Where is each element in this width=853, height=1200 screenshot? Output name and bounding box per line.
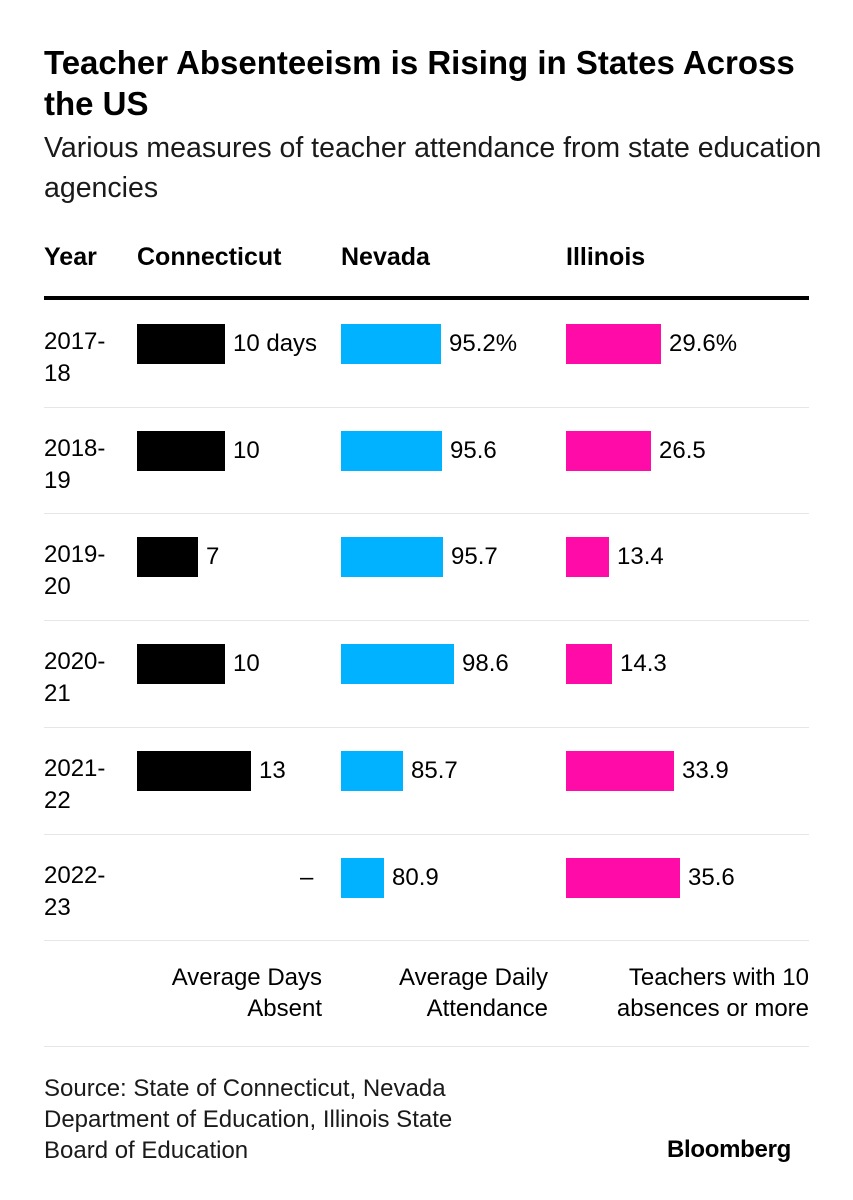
- value-connecticut: 13: [259, 756, 286, 784]
- bar-connecticut: [137, 750, 251, 791]
- bloomberg-logo: Bloomberg: [667, 1136, 791, 1163]
- value-illinois: 26.5: [659, 436, 706, 464]
- bar-connecticut: [137, 644, 225, 685]
- chart-title: Teacher Absenteeism is Rising in States …: [44, 44, 795, 122]
- value-nevada: 80.9: [392, 863, 439, 891]
- source-note: Source: State of Connecticut, Nevada Dep…: [44, 1075, 453, 1164]
- year-label: 2019- 20: [44, 541, 106, 601]
- value-connecticut: 10: [233, 650, 260, 678]
- footer-illinois: Teachers with 10 absences or more: [616, 964, 809, 1022]
- bar-illinois: [566, 857, 680, 898]
- value-nevada: 98.6: [462, 650, 509, 678]
- header-rule: [44, 296, 809, 300]
- value-nevada: 95.7: [451, 543, 498, 571]
- bar-connecticut: [137, 430, 225, 471]
- value-nevada: 85.7: [411, 756, 458, 784]
- footer-nevada: Average Daily Attendance: [399, 964, 548, 1022]
- year-label: 2017- 18: [44, 328, 106, 387]
- year-label: 2018- 19: [44, 434, 106, 494]
- value-illinois: 14.3: [620, 650, 667, 678]
- value-nevada: 95.2%: [449, 330, 518, 357]
- row-divider: [44, 620, 809, 621]
- year-label: 2022- 23: [44, 861, 106, 921]
- bar-illinois: [566, 644, 612, 685]
- value-connecticut: 10 days: [233, 330, 318, 357]
- value-illinois: 29.6%: [669, 330, 738, 357]
- value-nevada: 95.6: [450, 436, 497, 464]
- row-divider: [44, 834, 809, 835]
- header-illinois: Illinois: [566, 243, 646, 271]
- bar-connecticut: [137, 537, 198, 578]
- header-nevada: Nevada: [341, 243, 430, 271]
- bar-illinois: [566, 537, 609, 578]
- row-divider: [44, 407, 809, 408]
- bar-nevada: [341, 430, 442, 471]
- bar-connecticut: [137, 324, 225, 364]
- value-illinois: 35.6: [688, 863, 735, 891]
- value-illinois: 33.9: [682, 756, 729, 784]
- bar-nevada: [341, 750, 403, 791]
- header-year: Year: [44, 243, 97, 271]
- year-label: 2021- 22: [44, 754, 106, 814]
- header-connecticut: Connecticut: [137, 243, 282, 271]
- value-connecticut: 10: [233, 436, 260, 464]
- footer-connecticut: Average Days Absent: [171, 964, 322, 1022]
- bar-illinois: [566, 430, 651, 471]
- bar-illinois: [566, 750, 674, 791]
- year-label: 2020- 21: [44, 648, 106, 708]
- bar-nevada: [341, 324, 441, 364]
- bar-nevada: [341, 537, 443, 578]
- row-divider: [44, 513, 809, 514]
- row-divider: [44, 940, 809, 941]
- bar-illinois: [566, 324, 661, 364]
- value-connecticut: –: [300, 863, 314, 891]
- bar-nevada: [341, 644, 454, 685]
- footer-divider: [44, 1046, 809, 1047]
- value-connecticut: 7: [206, 543, 220, 571]
- chart-subtitle: Various measures of teacher attendance f…: [44, 132, 822, 204]
- bar-nevada: [341, 857, 384, 898]
- row-divider: [44, 727, 809, 728]
- value-illinois: 13.4: [617, 543, 664, 571]
